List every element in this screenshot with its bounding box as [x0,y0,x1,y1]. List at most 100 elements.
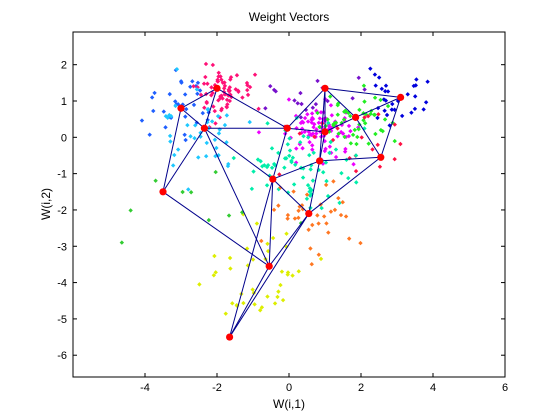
data-point [307,152,312,158]
data-point [195,80,201,86]
data-point [183,114,188,119]
y-tick-label: 0 [61,132,67,144]
data-point [301,134,306,139]
mesh-edge [355,117,382,158]
data-point [315,110,320,116]
data-point [361,83,367,88]
data-point [277,172,282,177]
data-point [342,149,348,154]
data-point [269,165,275,170]
data-point [269,146,275,151]
data-point [221,86,227,91]
data-point [354,141,359,147]
data-point [264,183,270,188]
data-point [325,117,330,122]
data-point [291,182,297,187]
data-point [300,146,305,151]
mesh-edge [162,127,205,193]
data-point [346,236,352,241]
data-point [276,203,281,208]
data-point [188,190,194,195]
data-point [321,214,327,219]
data-point [310,147,315,152]
data-point [203,61,209,67]
data-point [278,185,283,190]
data-point [414,77,419,82]
data-point [205,117,210,123]
data-point [224,97,230,103]
mesh-edge [324,87,401,98]
data-point [172,152,177,158]
data-point [219,93,224,98]
data-point [340,131,346,136]
data-point [170,163,176,168]
data-point [296,269,301,274]
data-point [341,117,347,122]
x-axis-label: W(i,1) [273,397,305,411]
data-point [318,256,324,262]
data-point [185,122,190,128]
data-point [314,127,319,132]
data-point [182,132,187,137]
mesh-edge [268,213,310,267]
y-axis-label: W(i,2) [39,188,53,220]
data-point [308,167,313,172]
mesh-edge [162,191,270,267]
data-point [409,110,414,115]
data-point [296,208,301,213]
data-point [376,112,381,117]
data-point [314,131,319,136]
data-point [313,101,319,107]
data-point [258,159,263,164]
data-point [222,122,228,128]
data-point [312,121,317,127]
data-point [317,124,322,130]
data-point [348,141,354,146]
data-point [194,87,200,92]
mesh-edge [286,87,326,129]
data-point [318,110,324,115]
data-point [210,90,215,96]
data-point [306,227,311,232]
data-point [310,115,315,121]
data-point [368,111,373,117]
data-point [206,217,212,223]
data-point [203,74,208,80]
data-point [316,252,322,257]
x-tick-label: 6 [502,382,508,394]
data-point [203,154,209,159]
mesh-edge [203,88,218,129]
data-point [128,208,133,213]
data-point [268,83,273,89]
data-point [336,195,341,201]
data-point [325,98,330,104]
data-point [222,80,227,85]
data-point [201,81,207,86]
data-point [344,157,349,163]
data-point [300,206,305,212]
data-point [324,178,329,184]
mesh-edge [229,178,274,338]
data-point [190,79,195,84]
mesh-edge [324,87,356,118]
data-point [218,74,223,79]
data-point [163,125,168,130]
data-point [191,84,196,89]
data-point [222,83,228,89]
mesh-edge [324,116,356,133]
data-point [287,148,293,153]
data-point [186,187,191,192]
neuron-node [200,124,208,132]
data-point [310,105,316,110]
neuron-node [316,157,324,165]
mesh-edge [287,127,326,133]
data-point [328,94,333,99]
data-point [249,186,255,192]
data-point [315,78,320,84]
data-point [346,123,352,129]
data-point [282,156,288,161]
data-point [197,282,202,287]
data-point [250,287,255,292]
data-point [362,99,367,104]
